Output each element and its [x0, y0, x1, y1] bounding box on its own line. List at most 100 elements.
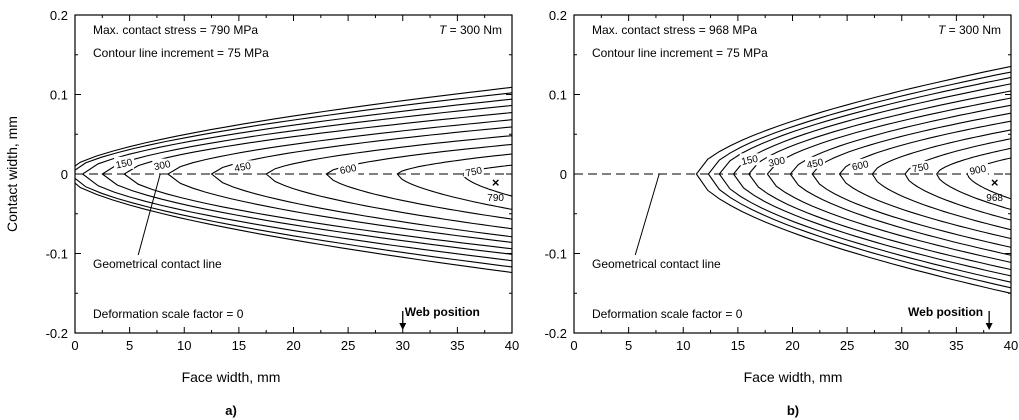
x-tick-label: 30 — [396, 338, 410, 353]
increment-annotation: Contour line increment = 75 MPa — [93, 46, 269, 60]
contour-label: 900 — [969, 164, 988, 178]
web-position-arrowhead — [399, 323, 407, 330]
y-tick-label: -0.2 — [46, 326, 68, 341]
contour-line — [811, 112, 1011, 248]
contact-line-pointer — [634, 173, 660, 256]
y-tick-label: 0.2 — [549, 8, 567, 23]
contour-label: 450 — [233, 161, 252, 175]
contour-label-bg — [152, 158, 173, 171]
web-position-arrowhead — [985, 323, 993, 330]
increment-annotation: Contour line increment = 75 MPa — [592, 46, 768, 60]
y-axis-label: Contact width, mm — [4, 116, 20, 232]
contour-line — [766, 97, 1011, 263]
contour-label-bg — [739, 153, 760, 166]
x-tick-label: 35 — [949, 338, 963, 353]
contour-line — [904, 138, 1011, 221]
contour-line — [123, 112, 512, 250]
y-tick-label: -0.2 — [545, 326, 567, 341]
contour-label: 150 — [741, 154, 760, 168]
y-tick-label: 0 — [560, 167, 567, 182]
contour-line — [101, 104, 512, 255]
panel-label-b: b) — [787, 403, 799, 418]
contour-line — [265, 135, 512, 230]
contour-label-bg — [114, 156, 135, 169]
contour-label-bg — [232, 160, 253, 173]
contour-line — [732, 83, 1011, 277]
contour-line — [789, 104, 1011, 256]
contour-label-bg — [805, 156, 826, 169]
x-tick-label: 40 — [505, 338, 519, 353]
panel-a: 0 5 10 15 20 25 30 35 40 0.2 0.1 0 -0.1 -0.2 150 300 450… — [46, 8, 520, 353]
max-marker: × — [492, 175, 500, 190]
y-tick-label: 0.1 — [50, 88, 68, 103]
x-tick-label: 15 — [731, 338, 745, 353]
deformation-annotation: Deformation scale factor = 0 — [592, 307, 743, 321]
contour-label-bg — [766, 155, 787, 168]
x-tick-label: 10 — [676, 338, 690, 353]
contour-line — [707, 71, 1011, 289]
panel-label-a: a) — [225, 403, 237, 418]
torque-annotation: T = 300 Nm — [439, 23, 502, 37]
panel-b: 0 5 10 15 20 25 30 35 40 0.2 0.1 0 -0.1 -0.2 150 300 450… — [545, 8, 1019, 353]
x-tick-label: 5 — [625, 338, 632, 353]
y-tick-label: -0.1 — [545, 247, 567, 262]
contact-line-pointer — [137, 173, 161, 256]
contour-line — [75, 86, 512, 274]
x-tick-label: 10 — [177, 338, 191, 353]
y-tick-label: 0.1 — [549, 88, 567, 103]
torque-symbol: T — [938, 23, 947, 37]
x-tick-label: 20 — [785, 338, 799, 353]
contour-label: 750 — [911, 161, 930, 175]
contour-group — [695, 65, 1011, 294]
x-tick-label: 25 — [840, 338, 854, 353]
contour-label: 450 — [806, 157, 825, 171]
max-stress-annotation: Max. contact stress = 790 MPa — [93, 23, 258, 37]
contour-label: 300 — [153, 159, 172, 173]
contour-label-bg — [967, 163, 988, 176]
contour-line — [325, 143, 512, 220]
contour-line — [81, 98, 512, 262]
x-tick-label: 40 — [1004, 338, 1018, 353]
torque-value: = 300 Nm — [446, 23, 502, 37]
max-marker: × — [991, 175, 999, 190]
contour-label-bg — [463, 165, 484, 178]
contour-group — [75, 86, 512, 274]
contour-label: 750 — [465, 165, 484, 179]
contact-line-annotation: Geometrical contact line — [93, 257, 222, 271]
contour-line — [966, 157, 1011, 200]
x-tick-label: 25 — [341, 338, 355, 353]
contour-label: 600 — [339, 163, 358, 177]
contour-label-bg — [910, 160, 931, 173]
contour-line — [695, 65, 1011, 294]
x-axis-label-b: Face width, mm — [744, 369, 843, 385]
max-stress-annotation: Max. contact stress = 968 MPa — [592, 23, 757, 37]
contour-line — [871, 129, 1011, 231]
contour-line — [936, 147, 1011, 211]
torque-symbol: T — [439, 23, 448, 37]
contour-line — [748, 90, 1011, 271]
x-tick-label: 30 — [895, 338, 909, 353]
x-tick-label: 15 — [232, 338, 246, 353]
deformation-annotation: Deformation scale factor = 0 — [93, 307, 244, 321]
contact-line-annotation: Geometrical contact line — [592, 257, 721, 271]
contour-label-bg — [850, 158, 871, 171]
contour-label: 150 — [115, 157, 134, 171]
contour-line — [396, 153, 512, 210]
torque-value: = 300 Nm — [945, 23, 1001, 37]
torque-annotation: T = 300 Nm — [938, 23, 1001, 37]
x-axis-label-a: Face width, mm — [182, 369, 281, 385]
contour-label-bg — [338, 162, 359, 175]
contour-line — [718, 76, 1011, 283]
x-tick-label: 0 — [71, 338, 78, 353]
y-tick-label: -0.1 — [46, 247, 68, 262]
contour-line — [210, 126, 512, 238]
x-tick-label: 0 — [570, 338, 577, 353]
contour-line — [462, 164, 512, 197]
max-value-label: 790 — [487, 193, 504, 204]
web-position-label: Web position — [908, 305, 983, 319]
contour-line — [838, 120, 1011, 240]
x-tick-label: 5 — [126, 338, 133, 353]
contour-label: 600 — [851, 159, 870, 173]
web-position-label: Web position — [405, 305, 480, 319]
